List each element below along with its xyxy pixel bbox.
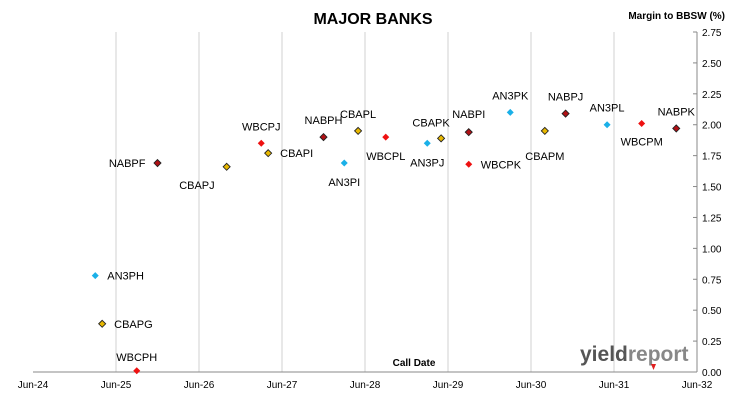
- point-marker-wbcpm: [638, 119, 646, 127]
- point-marker-an3ph: [91, 272, 99, 280]
- y-tick-label: 0.25: [702, 337, 722, 348]
- point-marker-an3pi: [340, 159, 348, 167]
- x-tick-label: Jun-25: [101, 380, 132, 391]
- y-tick-label: 1.75: [702, 152, 722, 163]
- x-axis-label: Call Date: [393, 358, 436, 369]
- y-axis-label: Margin to BBSW (%): [628, 11, 725, 22]
- point-label-nabpk: NABPK: [658, 106, 696, 118]
- x-tick-labels: Jun-24 Jun-25 Jun-26 Jun-27 Jun-28 Jun-29 Jun-…: [18, 380, 713, 391]
- point-label-nabpj: NABPJ: [548, 92, 583, 104]
- point-marker-an3pj: [423, 139, 431, 147]
- point-marker-cbapg: [98, 319, 107, 328]
- axes: [33, 31, 698, 373]
- point-label-an3pj: AN3PJ: [410, 157, 444, 169]
- point-marker-cbapk: [436, 134, 446, 143]
- point-marker-nabpj: [561, 109, 570, 118]
- x-tick-label: Jun-31: [599, 380, 630, 391]
- point-marker-nabpf: [153, 158, 162, 168]
- y-tick-labels: 0.00 0.25 0.50 0.75 1.00 1.25 1.50 1.75 2.00 2.25…: [702, 28, 722, 379]
- point-marker-nabpi: [464, 128, 473, 137]
- point-marker-wbcpk: [465, 160, 473, 168]
- y-tick-label: 0.50: [702, 306, 722, 317]
- point-marker-wbcpj: [257, 139, 265, 147]
- x-tick-label: Jun-24: [18, 380, 49, 391]
- logo-yield: yield: [580, 343, 628, 366]
- point-marker-an3pl: [603, 121, 611, 129]
- y-tick-label: 1.25: [702, 213, 722, 224]
- point-label-an3pk: AN3PK: [492, 90, 529, 102]
- y-tick-label: 1.00: [702, 244, 722, 255]
- point-marker-nabpk: [672, 124, 681, 133]
- y-tick-label: 0.75: [702, 275, 722, 286]
- chart-title: MAJOR BANKS: [313, 11, 432, 28]
- point-label-cbapj: CBAPJ: [179, 180, 214, 192]
- point-label-cbapl: CBAPL: [340, 109, 376, 121]
- x-tick-label: Jun-32: [682, 380, 713, 391]
- logo-marker-icon: [651, 364, 656, 370]
- point-label-cbapk: CBAPK: [412, 117, 450, 129]
- point-marker-cbapi: [264, 149, 273, 158]
- point-label-wbcpm: WBCPM: [621, 136, 663, 148]
- point-label-wbcpl: WBCPL: [366, 151, 405, 163]
- point-label-cbapm: CBAPM: [525, 151, 564, 163]
- y-tick-label: 2.50: [702, 59, 722, 70]
- point-label-nabph: NABPH: [305, 115, 343, 127]
- logo-text: yieldreport: [580, 343, 689, 366]
- y-tick-label: 1.50: [702, 183, 722, 194]
- point-label-wbcpk: WBCPK: [481, 159, 522, 171]
- x-tick-label: Jun-28: [350, 380, 381, 391]
- y-tick-label: 0.00: [702, 368, 722, 379]
- point-label-an3ph: AN3PH: [107, 271, 144, 283]
- y-tick-label: 2.75: [702, 28, 722, 39]
- point-marker-nabph: [319, 132, 328, 142]
- point-label-cbapg: CBAPG: [114, 319, 153, 331]
- x-tick-label: Jun-26: [184, 380, 215, 391]
- point-marker-wbcph: [133, 367, 141, 375]
- point-label-an3pi: AN3PI: [328, 177, 360, 189]
- point-marker-an3pk: [506, 108, 514, 116]
- data-points: AN3PH CBAPG WBCPH NABPF CBAPJ WBCPJ CBAPI NABPH…: [91, 90, 696, 375]
- point-label-cbapi: CBAPI: [280, 148, 313, 160]
- y-tick-label: 2.00: [702, 121, 722, 132]
- yieldreport-logo: yieldreport: [580, 343, 689, 370]
- point-label-wbcpj: WBCPJ: [242, 121, 281, 133]
- point-marker-cbapj: [222, 162, 231, 171]
- point-marker-cbapm: [540, 126, 549, 136]
- y-tick-label: 2.25: [702, 90, 722, 101]
- point-label-nabpi: NABPI: [452, 109, 485, 121]
- point-label-wbcph: WBCPH: [116, 352, 157, 364]
- x-tick-label: Jun-30: [516, 380, 547, 391]
- point-label-nabpf: NABPF: [109, 158, 146, 170]
- point-marker-wbcpl: [382, 133, 390, 141]
- logo-report: report: [628, 343, 689, 366]
- point-label-an3pl: AN3PL: [590, 103, 625, 115]
- x-tick-label: Jun-27: [267, 380, 298, 391]
- point-marker-cbapl: [353, 126, 363, 136]
- x-tick-label: Jun-29: [433, 380, 464, 391]
